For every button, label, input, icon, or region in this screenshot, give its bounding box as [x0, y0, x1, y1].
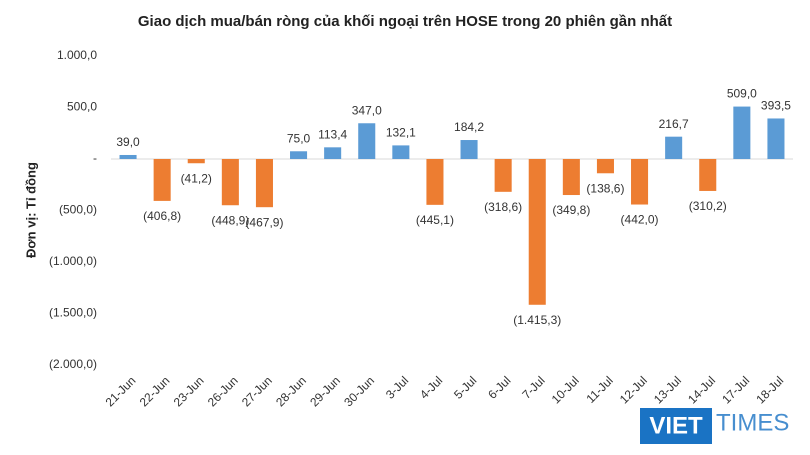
bar [392, 145, 410, 159]
value-label: (41,2) [181, 171, 212, 185]
x-tick-label: 17-Jul [719, 373, 752, 406]
x-tick-label: 26-Jun [205, 373, 241, 409]
x-tick-label: 12-Jul [617, 373, 650, 406]
bar [153, 159, 171, 201]
value-label: 347,0 [352, 103, 382, 117]
value-label: (349,8) [552, 203, 590, 217]
value-label: 113,4 [318, 127, 347, 141]
value-label: (467,9) [245, 215, 283, 229]
bar [596, 159, 614, 174]
x-tick-label: 14-Jul [685, 373, 718, 406]
x-tick-label: 6-Jul [485, 373, 513, 401]
bar [767, 118, 785, 159]
bar [699, 159, 717, 191]
value-label: (406,8) [143, 209, 181, 223]
bar [631, 159, 649, 205]
x-tick-label: 23-Jun [171, 373, 207, 409]
logo-left: VIET [649, 412, 703, 439]
y-axis-title: Đơn vị: Tỉ đồng [23, 162, 38, 258]
value-label: (1.415,3) [513, 313, 561, 327]
value-label: 393,5 [761, 99, 791, 113]
x-tick-label: 22-Jun [137, 373, 173, 409]
y-tick-label: (500,0) [59, 203, 97, 217]
x-tick-label: 28-Jun [273, 373, 309, 409]
y-tick-label: (1.500,0) [49, 306, 97, 320]
y-tick-label: 1.000,0 [57, 48, 97, 62]
x-tick-label: 5-Jul [451, 373, 479, 401]
bar [562, 159, 580, 196]
y-tick-label: (1.000,0) [49, 254, 97, 268]
bar [494, 159, 512, 192]
x-tick-label: 29-Jun [307, 373, 343, 409]
chart-title: Giao dịch mua/bán ròng của khối ngoại tr… [138, 13, 672, 30]
logo-box [640, 408, 712, 444]
x-tick-label: 10-Jul [549, 373, 582, 406]
bar [460, 140, 478, 159]
bar [324, 147, 342, 159]
bar [119, 154, 137, 159]
bar [733, 106, 751, 159]
value-label: (445,1) [416, 213, 454, 227]
value-label: 75,0 [287, 131, 311, 145]
value-label: 509,0 [727, 87, 757, 101]
value-label: (138,6) [586, 181, 624, 195]
bar [221, 159, 239, 206]
x-tick-label: 13-Jul [651, 373, 684, 406]
x-tick-label: 4-Jul [417, 373, 445, 401]
bar [290, 151, 308, 159]
logo: VIET TIMES [640, 408, 789, 444]
value-label: 184,2 [454, 120, 484, 134]
value-label: (318,6) [484, 200, 522, 214]
x-tick-label: 7-Jul [519, 373, 547, 401]
x-tick-label: 30-Jun [341, 373, 377, 409]
bar [358, 123, 376, 159]
x-tick-label: 27-Jun [239, 373, 275, 409]
y-tick-label: (2.000,0) [49, 357, 97, 371]
y-tick-label: - [93, 151, 97, 165]
x-tick-label: 3-Jul [383, 373, 411, 401]
bar [187, 159, 205, 164]
value-label: 132,1 [386, 126, 416, 140]
logo-right: TIMES [716, 409, 789, 436]
value-label: 216,7 [659, 117, 689, 131]
x-tick-label: 11-Jul [583, 373, 615, 405]
value-label: (442,0) [621, 213, 659, 227]
x-tick-label: 18-Jul [753, 373, 786, 406]
y-tick-label: 500,0 [67, 100, 97, 114]
bar [665, 136, 683, 159]
value-label: (310,2) [689, 199, 727, 213]
bar [426, 159, 444, 205]
bar [528, 159, 546, 305]
x-tick-label: 21-Jun [103, 373, 139, 409]
value-label: (448,9) [211, 213, 249, 227]
bar [255, 159, 273, 208]
value-label: 39,0 [116, 135, 140, 149]
